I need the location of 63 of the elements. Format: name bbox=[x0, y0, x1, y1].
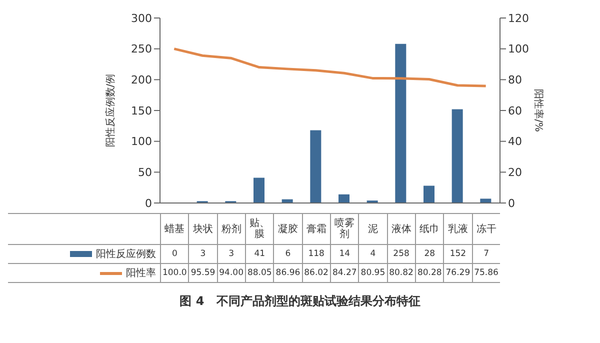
y-tick-label: 200 bbox=[131, 74, 152, 87]
x-tick-label: 膏霜 bbox=[302, 214, 330, 244]
bar bbox=[310, 130, 322, 203]
data-label: 75.86 bbox=[472, 264, 500, 282]
data-label: 95.59 bbox=[188, 264, 217, 282]
data-label: 3 bbox=[216, 245, 245, 263]
x-tick-label: 粉剂 bbox=[216, 214, 245, 244]
y-tick-label: 0 bbox=[145, 196, 152, 210]
y-tick-label: 150 bbox=[131, 104, 152, 118]
y2-tick-label: 60 bbox=[508, 104, 522, 118]
bar bbox=[480, 198, 492, 203]
data-label: 80.82 bbox=[386, 264, 415, 282]
data-label: 88.05 bbox=[244, 264, 274, 282]
line-series bbox=[172, 48, 488, 88]
data-label: 7 bbox=[472, 245, 500, 263]
x-tick-label: 泥 bbox=[358, 214, 387, 244]
y-tick-label: 300 bbox=[131, 12, 152, 25]
y2-axis-title: 阳性率/% bbox=[532, 89, 544, 132]
bar bbox=[254, 178, 264, 203]
bar bbox=[452, 109, 463, 203]
data-label: 3 bbox=[188, 245, 217, 263]
data-label: 100.0 bbox=[160, 264, 188, 282]
data-label: 14 bbox=[330, 245, 358, 263]
y2-tick-label: 40 bbox=[508, 135, 522, 148]
y-tick-label: 250 bbox=[131, 42, 152, 56]
data-label: 94.00 bbox=[216, 264, 245, 282]
x-tick-label: 蜡基 bbox=[160, 214, 188, 244]
bar bbox=[424, 186, 434, 203]
data-label: 152 bbox=[443, 245, 472, 263]
y-tick-label: 100 bbox=[131, 135, 152, 148]
y2-tick-label: 120 bbox=[508, 12, 529, 25]
legend-label: 阳性反应例数 bbox=[95, 248, 157, 262]
x-tick-label: 贴、膜 bbox=[244, 214, 274, 244]
data-label: 28 bbox=[414, 245, 444, 263]
data-label: 4 bbox=[358, 245, 387, 263]
x-tick-label: 冻干 bbox=[472, 214, 500, 244]
data-label: 84.27 bbox=[330, 264, 358, 282]
y-tick-label: 50 bbox=[138, 166, 152, 180]
y2-tick-label: 20 bbox=[508, 166, 522, 180]
data-label: 6 bbox=[273, 245, 302, 263]
text: 图 4 不同产品剂型的斑贴试验结果分布特征 bbox=[178, 293, 422, 310]
x-tick-label: 凝胶 bbox=[273, 214, 302, 244]
x-tick-label: 喷雾剂 bbox=[330, 214, 358, 244]
data-label: 80.28 bbox=[414, 264, 444, 282]
legend-label: 阳性率 bbox=[125, 266, 157, 281]
data-label: 86.96 bbox=[273, 264, 302, 282]
data-label: 258 bbox=[386, 245, 415, 263]
y2-tick-label: 0 bbox=[508, 196, 515, 210]
y-axis-title: 阳性反应例数/例 bbox=[104, 74, 117, 148]
x-tick-label: 液体 bbox=[386, 214, 415, 244]
data-label: 86.02 bbox=[302, 264, 330, 282]
x-tick-label: 块状 bbox=[188, 214, 217, 244]
x-tick-label: 纸巾 bbox=[414, 214, 444, 244]
data-label: 76.29 bbox=[443, 264, 472, 282]
bar bbox=[395, 44, 406, 203]
bar bbox=[338, 194, 350, 203]
x-tick-label: 乳液 bbox=[443, 214, 472, 244]
data-label: 41 bbox=[244, 245, 274, 263]
y2-tick-label: 80 bbox=[508, 74, 522, 87]
data-label: 80.95 bbox=[358, 264, 387, 282]
data-label: 0 bbox=[160, 245, 188, 263]
y2-tick-label: 100 bbox=[508, 42, 529, 56]
data-label: 118 bbox=[302, 245, 330, 263]
